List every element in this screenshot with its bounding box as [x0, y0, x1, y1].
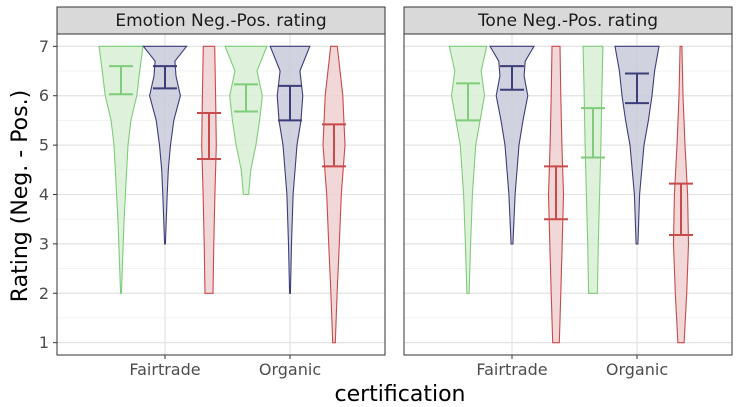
- panel-border: [403, 33, 733, 356]
- panel-2: Tone Neg.-Pos. rating Fairtrade Organic: [403, 6, 733, 379]
- violin-shape: [98, 45, 144, 294]
- y-axis-title: Rating (Neg. - Pos.): [8, 90, 33, 302]
- violin-shape: [142, 45, 188, 245]
- violin-shape: [201, 45, 217, 294]
- panel-title: Tone Neg.-Pos. rating: [477, 11, 658, 31]
- y-tick-label: 7: [39, 37, 49, 56]
- x-tick-label: Fairtrade: [476, 360, 547, 379]
- x-axis-title: certification: [335, 382, 466, 407]
- panel-strip: [56, 6, 386, 35]
- x-tick-label: Organic: [259, 360, 321, 379]
- violin-shape: [448, 45, 488, 294]
- x-tick-label: Organic: [606, 360, 668, 379]
- panel-title: Emotion Neg.-Pos. rating: [115, 11, 326, 31]
- y-tick-label: 6: [39, 86, 49, 105]
- y-tick-label: 3: [39, 234, 49, 253]
- x-tick-label: Fairtrade: [129, 360, 200, 379]
- y-tick-label: 2: [39, 284, 49, 303]
- violin-shape: [614, 45, 660, 245]
- panels-group: Emotion Neg.-Pos. rating Fairtrade Organic…: [39, 6, 733, 379]
- y-tick-label: 4: [39, 185, 49, 204]
- panel-strip: [403, 6, 733, 35]
- violin-shape: [224, 45, 268, 196]
- violin-shape: [489, 45, 535, 245]
- y-tick-label: 5: [39, 136, 49, 155]
- panel-1: Emotion Neg.-Pos. rating Fairtrade Organic: [56, 6, 386, 379]
- violin-shape: [322, 45, 346, 344]
- violin-shape: [269, 45, 311, 294]
- y-tick-label: 1: [39, 333, 49, 352]
